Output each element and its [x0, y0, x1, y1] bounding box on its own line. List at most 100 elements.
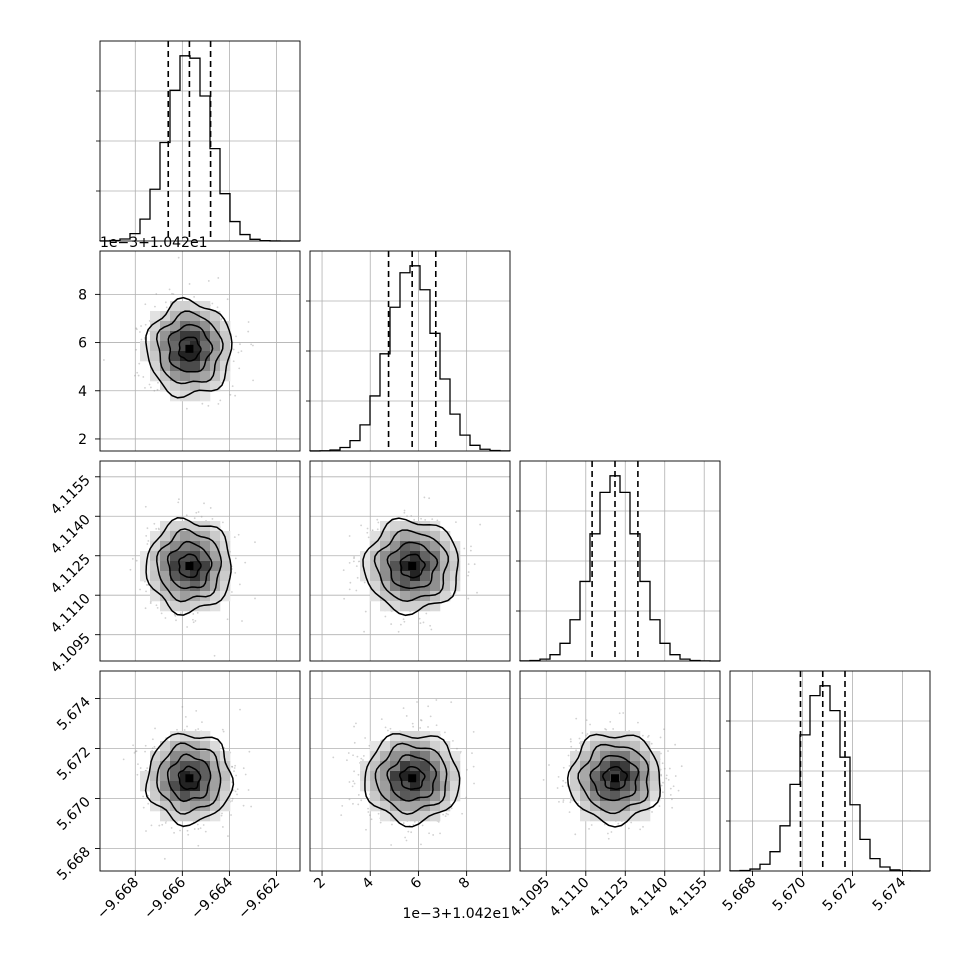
scatter-point	[173, 613, 176, 616]
density-cell	[420, 551, 431, 562]
density-cell	[220, 781, 231, 792]
density-cell	[580, 751, 591, 762]
histogram-panel-p3	[726, 670, 931, 872]
scatter-point	[177, 256, 180, 259]
scatter-point	[340, 814, 343, 817]
density-cell	[180, 591, 191, 602]
density-cell	[200, 361, 211, 372]
axes-frame	[309, 670, 511, 872]
scatter-point	[391, 823, 393, 826]
density-cell	[650, 761, 661, 772]
scatter-point	[387, 729, 389, 732]
density-cell	[440, 591, 451, 602]
scatter-point	[184, 715, 187, 718]
axes-frame	[309, 250, 511, 452]
density-cell	[150, 551, 161, 562]
scatter-point	[348, 561, 351, 564]
density-peak	[185, 774, 194, 783]
scatter-point	[407, 830, 410, 833]
density-cell	[140, 781, 151, 792]
scatter-point	[220, 318, 223, 321]
density-cell	[400, 761, 411, 772]
scatter-point	[376, 528, 379, 531]
density-cell	[150, 751, 161, 762]
density-cell	[220, 791, 231, 802]
scatter-point	[234, 764, 237, 767]
scatter-point	[416, 701, 418, 703]
density-cell	[390, 771, 401, 782]
scatter-point	[186, 626, 189, 628]
scatter-point	[403, 509, 406, 512]
scatter-point	[250, 343, 253, 346]
density-cell	[150, 311, 161, 322]
scatter-point	[139, 331, 141, 333]
density-cell	[150, 801, 161, 812]
contour-line	[364, 733, 461, 828]
density-cell	[440, 571, 451, 582]
scatter-point	[646, 736, 649, 738]
density-cell	[440, 581, 451, 592]
scatter-point	[202, 824, 205, 826]
scatter-point	[363, 581, 366, 584]
density-cell	[610, 811, 621, 822]
y-tick-label-p2: 4.1155	[48, 472, 94, 518]
density-cell	[150, 771, 161, 782]
density-cell	[570, 781, 581, 792]
scatter-point	[161, 823, 164, 826]
y-tick-label-p2: 4.1095	[48, 630, 94, 676]
density-cell	[190, 371, 201, 382]
density-cell	[430, 521, 441, 532]
density-cell	[580, 811, 591, 822]
scatter-point	[403, 620, 406, 623]
density-cell	[170, 301, 181, 312]
density-cell	[440, 751, 451, 762]
density-cell	[440, 531, 451, 542]
scatter-point	[231, 765, 233, 768]
scatter-point	[230, 591, 233, 593]
density-cell	[170, 601, 181, 612]
scatter-point	[569, 738, 572, 741]
density-cell	[630, 741, 641, 752]
density-cell	[140, 351, 151, 362]
y-tick-label-p2: 4.1140	[48, 512, 94, 558]
density-cell	[170, 581, 181, 592]
scatter-point	[470, 545, 472, 548]
density-cell	[380, 601, 391, 612]
density-cell	[420, 781, 431, 792]
scatter-point	[195, 709, 198, 712]
scatter-point	[201, 402, 204, 405]
scatter-point	[585, 719, 588, 721]
density-cell	[170, 331, 181, 342]
scatter-point	[472, 730, 475, 733]
density-cell	[180, 541, 191, 552]
density-cell	[160, 771, 171, 782]
density-cell	[400, 551, 411, 562]
scatter-point	[150, 824, 153, 827]
density-cell	[180, 561, 191, 572]
density-cell	[170, 341, 181, 352]
scatter-point	[473, 782, 475, 785]
scatter-point	[221, 826, 224, 828]
scatter-point	[380, 718, 383, 721]
scatter-point	[384, 615, 387, 618]
scatter-point	[193, 296, 196, 298]
scatter-point	[658, 805, 661, 807]
density-cell	[630, 801, 641, 812]
contour-line	[602, 765, 628, 790]
density-cell	[190, 531, 201, 542]
scatter-point	[144, 744, 147, 747]
density-cell	[400, 801, 411, 812]
density-cell	[380, 581, 391, 592]
scatter-point	[663, 767, 666, 770]
y-tick-label-p1: 2	[78, 432, 87, 448]
scatter-point	[164, 822, 167, 824]
axes-frame	[519, 460, 721, 662]
y-tick-label-p1: 4	[78, 384, 87, 400]
density-cell	[170, 311, 181, 322]
density-cell	[160, 751, 171, 762]
scatter-point	[650, 742, 653, 745]
density-cell	[440, 561, 451, 572]
scatter-point	[364, 737, 367, 739]
density-cell	[410, 541, 421, 552]
scatter-point	[154, 305, 156, 308]
